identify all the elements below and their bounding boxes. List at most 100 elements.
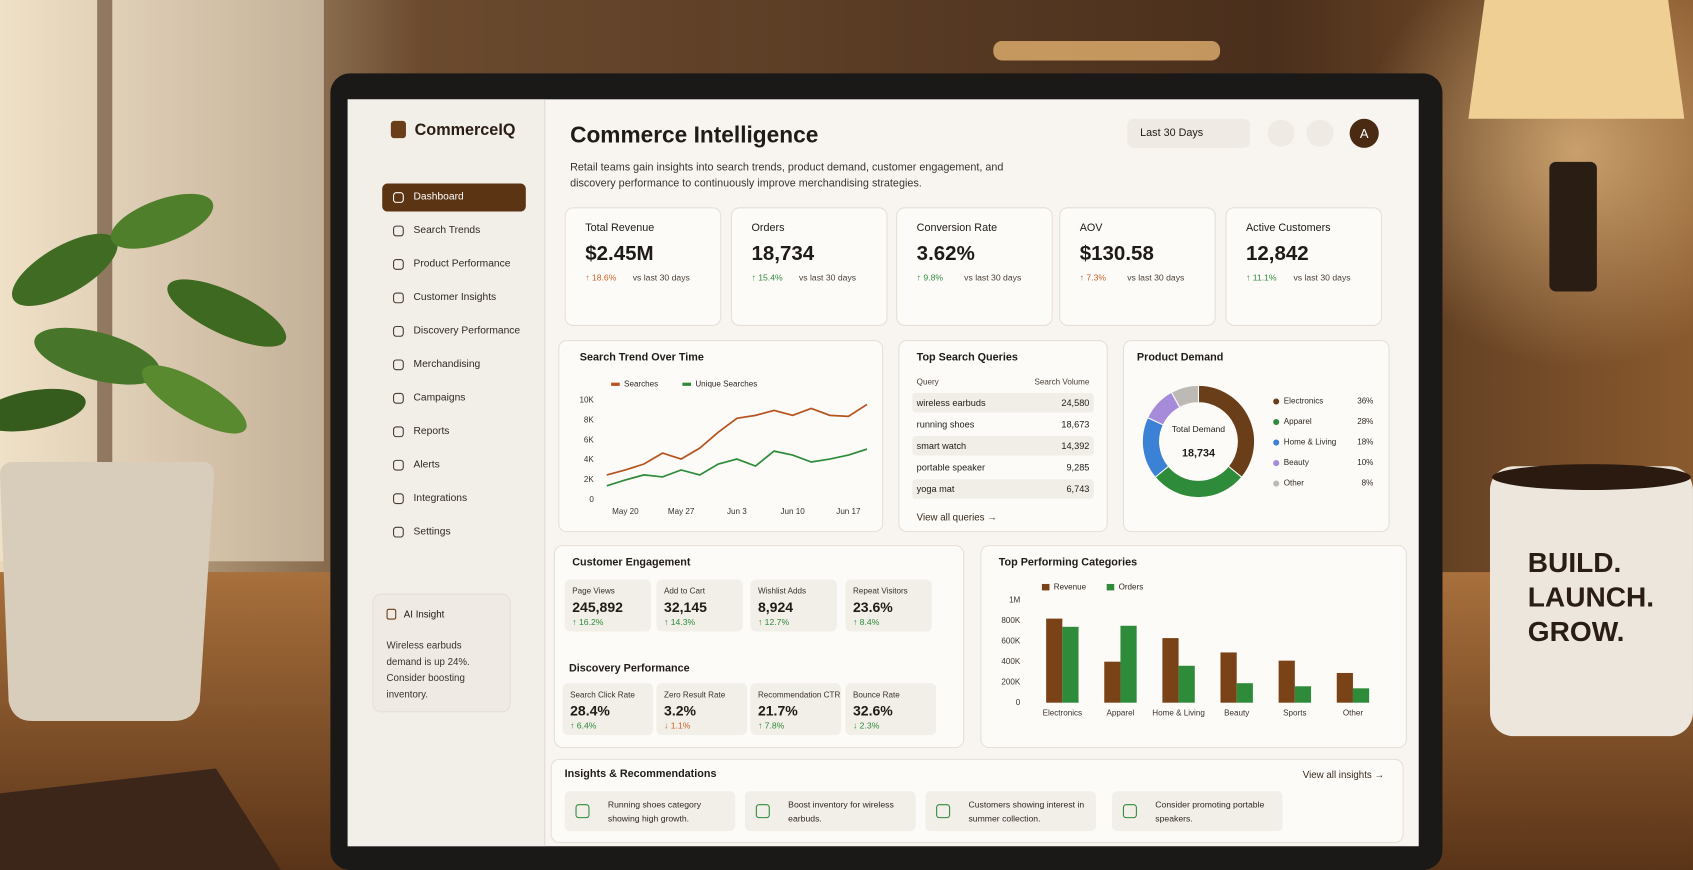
y-tick-label: 0 <box>1016 698 1021 707</box>
nav-label: Alerts <box>413 458 440 471</box>
y-tick-label: 8K <box>584 415 594 424</box>
legend-value: 18% <box>1357 438 1373 447</box>
mug-line: GROW. <box>1527 615 1625 648</box>
kpi-comparison: vs last 30 days <box>632 273 690 283</box>
kpi-comparison: vs last 30 days <box>1127 273 1185 283</box>
insight-item[interactable]: Consider promoting portable speakers. <box>1112 791 1283 832</box>
legend-swatch <box>1273 398 1280 405</box>
nav-item[interactable]: Merchandising <box>382 351 526 379</box>
view-all-queries[interactable]: View all queries → <box>916 511 997 523</box>
metric-change: ↑ 8.4% <box>852 617 880 628</box>
nav-label: Integrations <box>413 492 468 505</box>
metric-change: ↓ 2.3% <box>852 721 880 731</box>
panel-title: Insights & Recommendations <box>564 768 717 781</box>
view-all-insights[interactable]: View all insights → <box>1302 769 1385 781</box>
metric-label: Recommendation CTR <box>757 689 841 700</box>
icon <box>393 192 404 203</box>
nav-label: Search Trends <box>413 224 481 237</box>
notifications-button[interactable] <box>1306 119 1334 147</box>
legend-swatch <box>1106 583 1115 591</box>
insight-text: Running shoes category showing high grow… <box>607 799 702 824</box>
icon <box>393 325 404 337</box>
icon <box>393 225 404 237</box>
insight-item[interactable]: Boost inventory for wireless earbuds. <box>744 791 916 832</box>
insight-text: Customers showing interest in summer col… <box>968 799 1085 824</box>
metric-tile: Add to Cart 32,145 ↑ 14.3% <box>656 579 743 632</box>
metric-value: 32,145 <box>664 599 707 616</box>
legend-label: Other <box>1284 479 1305 488</box>
date-range[interactable]: Last 30 Days <box>1127 118 1251 148</box>
icon <box>393 359 404 371</box>
plant <box>0 193 287 722</box>
legend-value: 28% <box>1357 417 1373 426</box>
bar <box>1062 626 1079 703</box>
metric-value: 21.7% <box>757 702 798 719</box>
legend-label: Orders <box>1119 582 1144 591</box>
query-row: yoga mat 6,743 <box>912 479 1094 499</box>
insight-item[interactable]: Running shoes category showing high grow… <box>564 791 736 832</box>
metric-change: ↑ 14.3% <box>664 617 696 628</box>
y-tick-label: 1M <box>1009 595 1020 604</box>
icon <box>393 459 404 471</box>
y-tick-label: 600K <box>1001 636 1020 645</box>
kpi-value: 18,734 <box>751 242 815 266</box>
nav-label: Reports <box>413 425 450 438</box>
icon <box>393 493 404 505</box>
icon <box>575 804 590 819</box>
bar <box>1178 665 1195 703</box>
metric-change: ↓ 1.1% <box>664 721 691 731</box>
nav-item[interactable]: Dashboard <box>382 183 526 212</box>
kpi-change: ↑ 9.8% <box>916 273 944 283</box>
volume: 6,743 <box>1066 483 1090 495</box>
legend-label: Electronics <box>1284 397 1324 406</box>
kpi-label: Conversion Rate <box>916 222 998 235</box>
y-tick-label: 10K <box>579 396 594 405</box>
nav-item[interactable]: Settings <box>382 518 526 546</box>
kpi-value: $130.58 <box>1079 242 1154 266</box>
nav-item[interactable]: Product Performance <box>382 250 526 278</box>
insight-item[interactable]: Customers showing interest in summer col… <box>925 791 1096 832</box>
legend-swatch <box>1273 460 1280 467</box>
kpi-change: ↑ 15.4% <box>751 273 783 283</box>
nav-label: Product Performance <box>413 257 511 270</box>
nav-item[interactable]: Search Trends <box>382 217 526 245</box>
bar <box>1336 672 1353 703</box>
nav-item[interactable]: Alerts <box>382 451 526 479</box>
kpi-comparison: vs last 30 days <box>964 273 1022 283</box>
kpi-card: AOV $130.58 ↑ 7.3% vs last 30 days <box>1059 207 1216 326</box>
column-header: Query <box>916 376 939 387</box>
nav-item[interactable]: Integrations <box>382 485 526 513</box>
bar <box>1352 688 1370 703</box>
x-tick-label: May 27 <box>668 507 695 516</box>
nav-item[interactable]: Campaigns <box>382 384 526 412</box>
nav-item[interactable]: Customer Insights <box>382 284 526 312</box>
legend-value: 36% <box>1357 397 1373 406</box>
volume: 24,580 <box>1061 397 1090 409</box>
x-tick-label: Beauty <box>1224 709 1250 718</box>
metric-value: 23.6% <box>852 599 893 616</box>
nav-label: Campaigns <box>413 391 466 404</box>
x-tick-label: Other <box>1343 709 1364 718</box>
line-series <box>606 403 868 476</box>
query: yoga mat <box>916 483 955 495</box>
query: running shoes <box>916 418 975 430</box>
search-button[interactable] <box>1267 119 1295 147</box>
bar <box>1162 638 1179 703</box>
nav-label: Dashboard <box>413 191 464 203</box>
metric-label: Zero Result Rate <box>664 689 726 700</box>
metric-tile: Bounce Rate 32.6% ↓ 2.3% <box>845 683 937 736</box>
legend-value: 10% <box>1357 458 1373 467</box>
query: portable speaker <box>916 461 986 473</box>
nav-item[interactable]: Discovery Performance <box>382 317 526 345</box>
demand-panel <box>1122 340 1390 533</box>
bar <box>1220 652 1237 703</box>
mug-text: BUILD. LAUNCH. GROW. <box>1528 545 1654 649</box>
legend-swatch <box>1273 419 1280 426</box>
nav-item[interactable]: Reports <box>382 418 526 446</box>
kpi-label: Orders <box>751 222 785 235</box>
donut-slice <box>1154 465 1243 499</box>
bar <box>1046 618 1063 703</box>
avatar[interactable]: A <box>1349 118 1379 148</box>
metric-value: 3.2% <box>664 702 697 719</box>
icon <box>386 608 397 620</box>
